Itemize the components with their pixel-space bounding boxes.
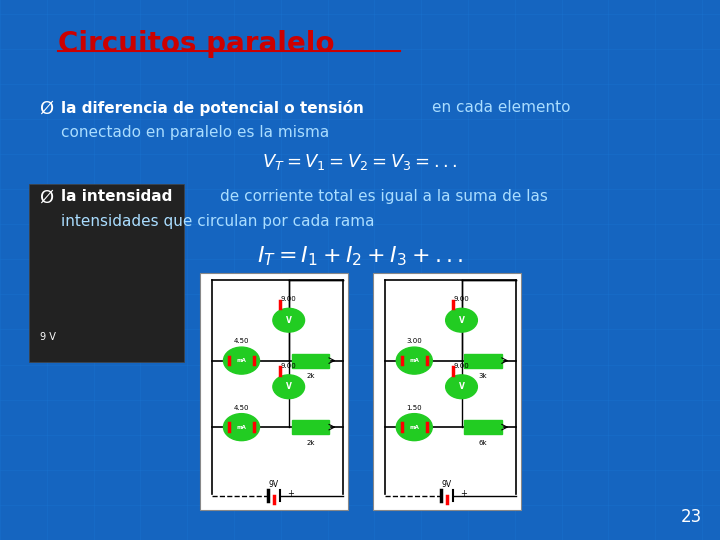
Text: 9.00: 9.00 [281,363,297,369]
Text: Circuitos paralelo: Circuitos paralelo [58,30,334,58]
Text: conectado en paralelo es la misma: conectado en paralelo es la misma [61,125,330,140]
Text: 3k: 3k [479,373,487,379]
Text: $V_T=V_1=V_2=V_3=...$: $V_T=V_1=V_2=V_3=...$ [262,152,458,172]
Text: $I_T=I_1+I_2+I_3+...$: $I_T=I_1+I_2+I_3+...$ [257,244,463,268]
Bar [200,273,348,510]
Text: 4.50: 4.50 [234,339,249,345]
Text: mA: mA [237,424,246,430]
Text: 6k: 6k [479,440,487,445]
Bar [292,420,329,434]
Bar [29,184,184,362]
Text: 9.00: 9.00 [454,363,469,369]
Text: V: V [459,316,464,325]
Text: 3.00: 3.00 [406,339,422,345]
Circle shape [446,308,477,332]
Circle shape [273,375,305,399]
Bar [373,273,521,510]
Text: 9.00: 9.00 [454,296,469,302]
Text: Ø: Ø [40,189,54,207]
Text: 9 V: 9 V [40,332,55,342]
Text: V: V [286,382,292,392]
Text: mA: mA [237,358,246,363]
Text: Ø: Ø [40,100,54,118]
Bar [292,354,329,368]
Circle shape [396,347,432,374]
Text: 4.50: 4.50 [234,405,249,411]
Text: 23: 23 [680,509,702,526]
Text: 2k: 2k [306,440,315,445]
Text: 9V: 9V [441,481,452,489]
Text: la diferencia de potencial o tensión: la diferencia de potencial o tensión [61,100,364,116]
Bar [464,420,502,434]
Circle shape [223,414,259,441]
Text: +: + [460,489,467,498]
Text: mA: mA [410,358,419,363]
Text: 2k: 2k [306,373,315,379]
Circle shape [446,375,477,399]
Circle shape [223,347,259,374]
Text: 9.00: 9.00 [281,296,297,302]
Text: 9V: 9V [269,481,279,489]
Text: en cada elemento: en cada elemento [432,100,570,115]
Text: +: + [287,489,294,498]
Text: 1.50: 1.50 [407,405,422,411]
Text: la intensidad: la intensidad [61,189,173,204]
Text: V: V [286,316,292,325]
Circle shape [273,308,305,332]
Circle shape [396,414,432,441]
Text: V: V [459,382,464,392]
Text: de corriente total es igual a la suma de las: de corriente total es igual a la suma de… [220,189,547,204]
Bar [464,354,502,368]
Text: mA: mA [410,424,419,430]
Text: intensidades que circulan por cada rama: intensidades que circulan por cada rama [61,214,374,230]
